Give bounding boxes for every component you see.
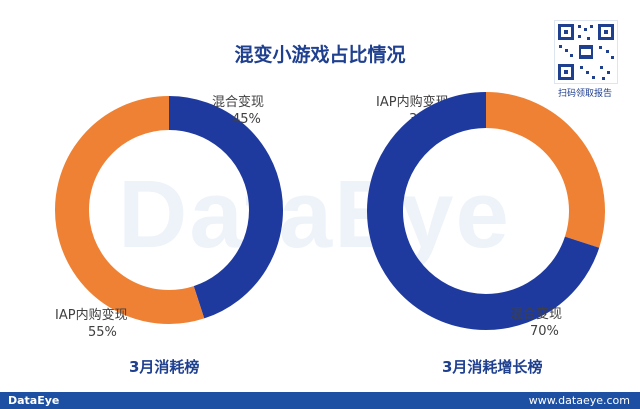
slice-value-1-1: 70% [530, 324, 559, 339]
slice-label-0-0: 混合变现 [212, 94, 264, 110]
slice-label-1-1: 混合变现 [510, 306, 562, 322]
watermark: DataEye [118, 161, 511, 268]
donut-slice-0-1 [55, 96, 205, 324]
slice-value-0-1: 55% [88, 325, 117, 340]
footer-url[interactable]: www.dataeye.com [528, 394, 630, 407]
footer-bar: DataEye www.dataeye.com [0, 392, 640, 409]
chart-subtitle-march-consumption: 3月消耗榜 [129, 358, 200, 376]
footer-logo: DataEye [8, 394, 60, 407]
page-title: 混变小游戏占比情况 [234, 44, 406, 66]
donut-slice-1-1 [367, 92, 600, 330]
donut-slice-1-0 [485, 92, 605, 248]
slice-label-0-1: IAP内购变现 [55, 307, 128, 323]
qr-code-icon[interactable] [554, 20, 618, 84]
donut-slice-0-0 [168, 96, 283, 319]
qr-caption: 扫码领取报告 [557, 89, 612, 99]
chart-subtitle-march-growth: 3月消耗增长榜 [442, 358, 543, 376]
slice-value-0-0: 45% [232, 112, 261, 127]
